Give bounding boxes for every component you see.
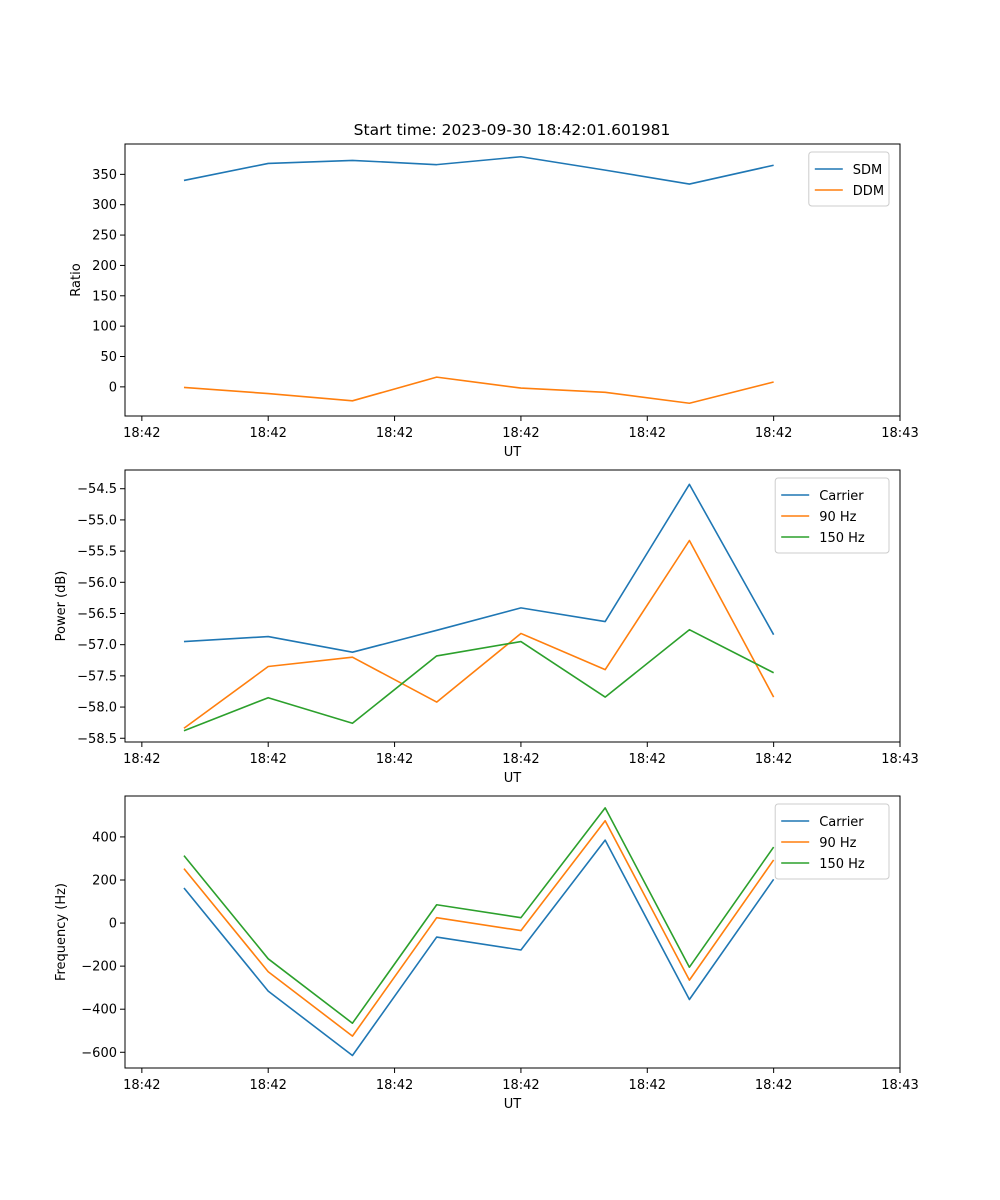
panel-2-y-tick-label: −56.0 bbox=[77, 576, 117, 591]
panel-2-legend: Carrier 90 Hz 150 Hz bbox=[774, 477, 890, 554]
panel-2-x-tick-label: 18:42 bbox=[376, 752, 413, 767]
panel-3: −600 −400 −200 0 200 400 18:42 18:42 18:42 18:42 1… bbox=[54, 795, 919, 1112]
panel-2: −58.5 −58.0 −57.5 −57.0 −56.5 −56.0 −55.5 −55.0… bbox=[54, 469, 919, 786]
panel-2-y-tick-label: −58.0 bbox=[77, 701, 117, 716]
panel-2-series-150-hz-line bbox=[183, 628, 775, 732]
panel-2-y-tick-label: −54.5 bbox=[77, 482, 117, 497]
panel-1-y-tick-label: 250 bbox=[92, 229, 117, 244]
panel-1-y-tick-label: 150 bbox=[92, 289, 117, 304]
panel-1-series-sdm-line bbox=[183, 155, 774, 185]
panel-1-legend: SDM DDM bbox=[808, 151, 890, 207]
panel-1-y-tick-label: 200 bbox=[92, 259, 117, 274]
panel-1-legend-label-ddm: DDM bbox=[853, 184, 884, 199]
panel-3-legend-label-carrier: Carrier bbox=[819, 815, 864, 830]
panel-1-y-tick-label: 300 bbox=[92, 198, 117, 213]
panel-3-legend-label-150-hz: 150 Hz bbox=[819, 857, 865, 872]
panel-2-x-tick-label: 18:42 bbox=[502, 752, 539, 767]
panel-3-y-axis-label: Frequency (Hz) bbox=[54, 883, 69, 981]
panel-1-x-axis-label: UT bbox=[504, 445, 522, 460]
panel-1-y-tick-label: 50 bbox=[100, 350, 117, 365]
panel-2-x-tick-label: 18:42 bbox=[629, 752, 666, 767]
panel-3-x-tick-label: 18:42 bbox=[629, 1078, 666, 1093]
panel-2-y-axis-label: Power (dB) bbox=[54, 571, 69, 642]
panel-3-x-tick-label: 18:42 bbox=[502, 1078, 539, 1093]
panel-3-y-tick-label: −400 bbox=[81, 1003, 117, 1018]
panel-2-x-tick-label: 18:42 bbox=[249, 752, 286, 767]
panel-1-frame bbox=[124, 143, 901, 417]
panel-3-x-tick-label: 18:42 bbox=[249, 1078, 286, 1093]
panel-3-y-tick-label: 0 bbox=[109, 917, 117, 932]
panel-2-x-tick-label: 18:42 bbox=[123, 752, 160, 767]
panel-3-x-tick-label: 18:42 bbox=[123, 1078, 160, 1093]
panel-2-series-90-hz-line bbox=[183, 539, 775, 729]
panel-1-x-tick-label: 18:42 bbox=[755, 426, 792, 441]
panel-1-y-tick-label: 100 bbox=[92, 320, 117, 335]
panel-2-legend-label-150-hz: 150 Hz bbox=[819, 531, 865, 546]
panel-3-x-axis-label: UT bbox=[504, 1097, 522, 1112]
panel-2-y-tick-label: −57.0 bbox=[77, 638, 117, 653]
panel-1-legend-label-sdm: SDM bbox=[853, 163, 882, 178]
panel-1-x-tick-label: 18:43 bbox=[881, 426, 918, 441]
figure-title: Start time: 2023-09-30 18:42:01.601981 bbox=[354, 121, 671, 139]
panel-1-x-tick-label: 18:42 bbox=[249, 426, 286, 441]
panel-1: 0 50 100 150 200 250 300 350 18:42 18:42 18:42 18:4… bbox=[69, 143, 919, 460]
panel-1-y-tick-label: 350 bbox=[92, 168, 117, 183]
panel-3-legend-box bbox=[774, 803, 890, 880]
panel-1-x-tick-label: 18:42 bbox=[502, 426, 539, 441]
panel-2-y-tick-label: −56.5 bbox=[77, 607, 117, 622]
panel-2-y-tick-label: −55.5 bbox=[77, 545, 117, 560]
panel-3-legend: Carrier 90 Hz 150 Hz bbox=[774, 803, 890, 880]
panel-2-series-carrier-line bbox=[183, 483, 775, 653]
panel-1-y-axis-label: Ratio bbox=[69, 263, 84, 296]
panel-2-legend-label-90-hz: 90 Hz bbox=[819, 510, 856, 525]
panel-3-frame bbox=[124, 795, 901, 1069]
panel-1-x-tick-label: 18:42 bbox=[123, 426, 160, 441]
panel-3-x-tick-label: 18:43 bbox=[881, 1078, 918, 1093]
panels: 0 50 100 150 200 250 300 350 18:42 18:42 18:42 18:4… bbox=[54, 143, 919, 1112]
panel-3-series-150-hz-line bbox=[183, 807, 775, 1025]
panel-3-y-tick-label: −200 bbox=[81, 960, 117, 975]
panel-3-x-tick-label: 18:42 bbox=[376, 1078, 413, 1093]
panel-2-x-tick-label: 18:42 bbox=[755, 752, 792, 767]
panel-3-y-tick-label: 200 bbox=[92, 873, 117, 888]
panel-3-x-tick-label: 18:42 bbox=[755, 1078, 792, 1093]
panel-2-x-tick-label: 18:43 bbox=[881, 752, 918, 767]
panel-1-series-ddm-line bbox=[183, 376, 774, 405]
panel-3-y-tick-label: 400 bbox=[92, 830, 117, 845]
panel-2-legend-label-carrier: Carrier bbox=[819, 489, 864, 504]
panel-1-x-tick-label: 18:42 bbox=[629, 426, 666, 441]
panel-2-y-tick-label: −57.5 bbox=[77, 669, 117, 684]
panel-3-legend-label-90-hz: 90 Hz bbox=[819, 836, 856, 851]
panel-1-x-tick-label: 18:42 bbox=[376, 426, 413, 441]
panel-2-y-tick-label: −55.0 bbox=[77, 513, 117, 528]
panel-3-series-90-hz-line bbox=[183, 819, 775, 1037]
panel-1-legend-box bbox=[808, 151, 890, 207]
panel-3-series-carrier-line bbox=[183, 839, 775, 1057]
panel-2-x-axis-label: UT bbox=[504, 771, 522, 786]
panel-2-y-tick-label: −58.5 bbox=[77, 732, 117, 747]
panel-2-frame bbox=[124, 469, 901, 743]
panel-2-legend-box bbox=[774, 477, 890, 554]
panel-3-y-tick-label: −600 bbox=[81, 1046, 117, 1061]
panel-1-y-tick-label: 0 bbox=[109, 380, 117, 395]
